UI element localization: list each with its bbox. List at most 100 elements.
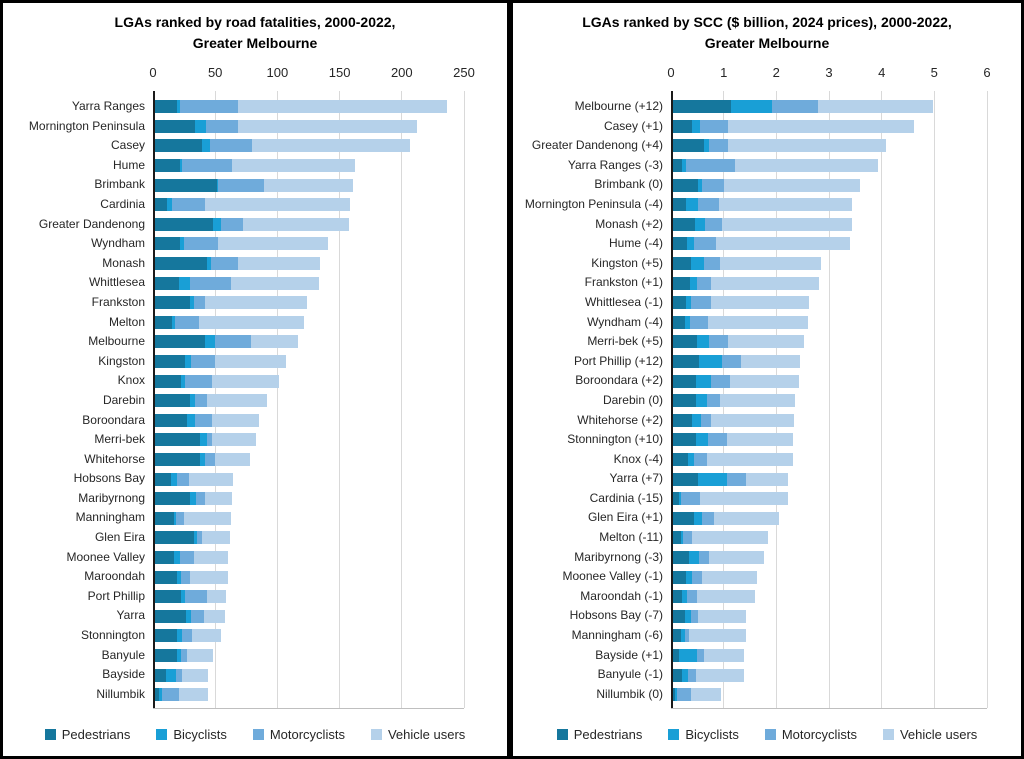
bar-segment-motorcyclists [174,315,199,329]
category-label: Whitehorse (+2) [577,412,663,427]
stacked-bar [673,433,794,447]
stacked-bar [155,590,226,604]
bar-segment-pedestrians [673,100,732,114]
bar-row: Maroondah [3,567,507,587]
bar-row: Manningham (-6) [513,626,1021,646]
bar-segment-pedestrians [673,178,698,192]
vehicle-users-swatch-icon [370,729,382,740]
category-label: Brimbank (0) [594,177,663,192]
bar-segment-pedestrians [155,394,190,408]
stacked-bar [155,335,299,349]
stacked-bar [673,296,809,310]
stacked-bar [673,590,756,604]
bar-segment-bicyclists [675,688,677,702]
category-label: Merri-bek [94,432,145,447]
bar-segment-motorcyclists [692,570,703,584]
bar-segment-motorcyclists [685,629,690,643]
y-axis-line [153,91,155,708]
bar-segment-bicyclists [696,335,710,349]
bar-segment-bicyclists [698,355,723,369]
bar-segment-motorcyclists [196,492,205,506]
bar-segment-pedestrians [155,100,178,114]
bar-segment-vehicle-users [706,452,793,466]
bar-segment-motorcyclists [696,276,711,290]
axis-tick-label: 250 [453,65,475,80]
stacked-bar [673,257,821,271]
bar-segment-motorcyclists [194,413,213,427]
bar-segment-pedestrians [155,511,174,525]
bar-segment-pedestrians [673,296,686,310]
bar-row: Moonee Valley [3,548,507,568]
bar-row: Mornington Peninsula [3,117,507,137]
bar-segment-vehicle-users [183,511,231,525]
bar-segment-pedestrians [155,413,188,427]
stacked-bar [155,237,328,251]
bar-segment-motorcyclists [690,609,699,623]
stacked-bar [155,276,320,290]
bar-segment-bicyclists [172,315,175,329]
stacked-bar [673,217,853,231]
category-label: Banyule (-1) [597,667,663,682]
bar-segment-vehicle-users [741,355,800,369]
bar-segment-pedestrians [673,452,689,466]
bar-segment-pedestrians [673,335,697,349]
bar-row: Merri-bek [3,430,507,450]
bar-segment-vehicle-users [192,629,221,643]
bar-segment-pedestrians [155,355,185,369]
bar-segment-bicyclists [158,688,163,702]
bar-segment-motorcyclists [693,237,717,251]
scc-chart-panel: LGAs ranked by SCC ($ billion, 2024 pric… [510,0,1024,759]
bar-segment-pedestrians [673,511,694,525]
bar-row: Maroondah (-1) [513,587,1021,607]
legend-label: Motorcyclists [781,727,857,742]
gridline [463,91,465,708]
bar-segment-vehicle-users [726,433,794,447]
bar-segment-bicyclists [204,335,215,349]
legend-label: Vehicle users [899,727,978,742]
axis-tick-label: 1 [720,65,728,80]
bar-segment-vehicle-users [238,257,321,271]
axis-tick-label: 5 [930,65,938,80]
category-label: Port Phillip (+12) [573,353,663,368]
bar-segment-pedestrians [155,629,178,643]
bar-segment-bicyclists [680,629,686,643]
bar-segment-bicyclists [173,511,177,525]
bar-row: Whittlesea [3,273,507,293]
bar-segment-pedestrians [155,609,187,623]
motorcyclists-swatch-icon [764,729,776,740]
bar-segment-pedestrians [155,531,194,545]
bar-segment-motorcyclists [176,511,184,525]
gridline [339,91,341,708]
bar-segment-vehicle-users [250,335,299,349]
bar-row: Port Phillip [3,587,507,607]
bar-segment-bicyclists [184,355,192,369]
chart-title-line1: LGAs ranked by SCC ($ billion, 2024 pric… [582,14,952,30]
bar-segment-bicyclists [684,315,690,329]
legend-item-pedestrians: Pedestrians [44,727,131,742]
category-label: Merri-bek (+5) [587,334,663,349]
bar-segment-vehicle-users [214,355,286,369]
bar-segment-vehicle-users [727,139,886,153]
category-label: Yarra Ranges (-3) [567,157,663,172]
axis-tick-label: 6 [983,65,991,80]
bar-segment-pedestrians [155,668,167,682]
bar-segment-bicyclists [681,159,687,173]
bar-segment-bicyclists [189,492,197,506]
category-label: Melbourne [88,334,145,349]
bar-segment-bicyclists [213,217,221,231]
bar-segment-vehicle-users [698,609,747,623]
bar-segment-motorcyclists [708,433,727,447]
bar-segment-pedestrians [155,335,205,349]
category-label: Moonee Valley [66,549,146,564]
bar-segment-motorcyclists [706,394,721,408]
legend: Pedestrians Bicyclists Motorcyclists Vehicl… [513,727,1021,742]
legend-label: Pedestrians [61,727,131,742]
stacked-bar [155,315,305,329]
axis-tick-label: 2 [772,65,780,80]
axis-tick-label: 0 [667,65,675,80]
bar-segment-vehicle-users [193,550,229,564]
stacked-bar [155,119,418,133]
category-label: Stonnington [80,628,145,643]
bar-row: Merri-bek (+5) [513,332,1021,352]
pedestrians-swatch-icon [44,729,56,740]
